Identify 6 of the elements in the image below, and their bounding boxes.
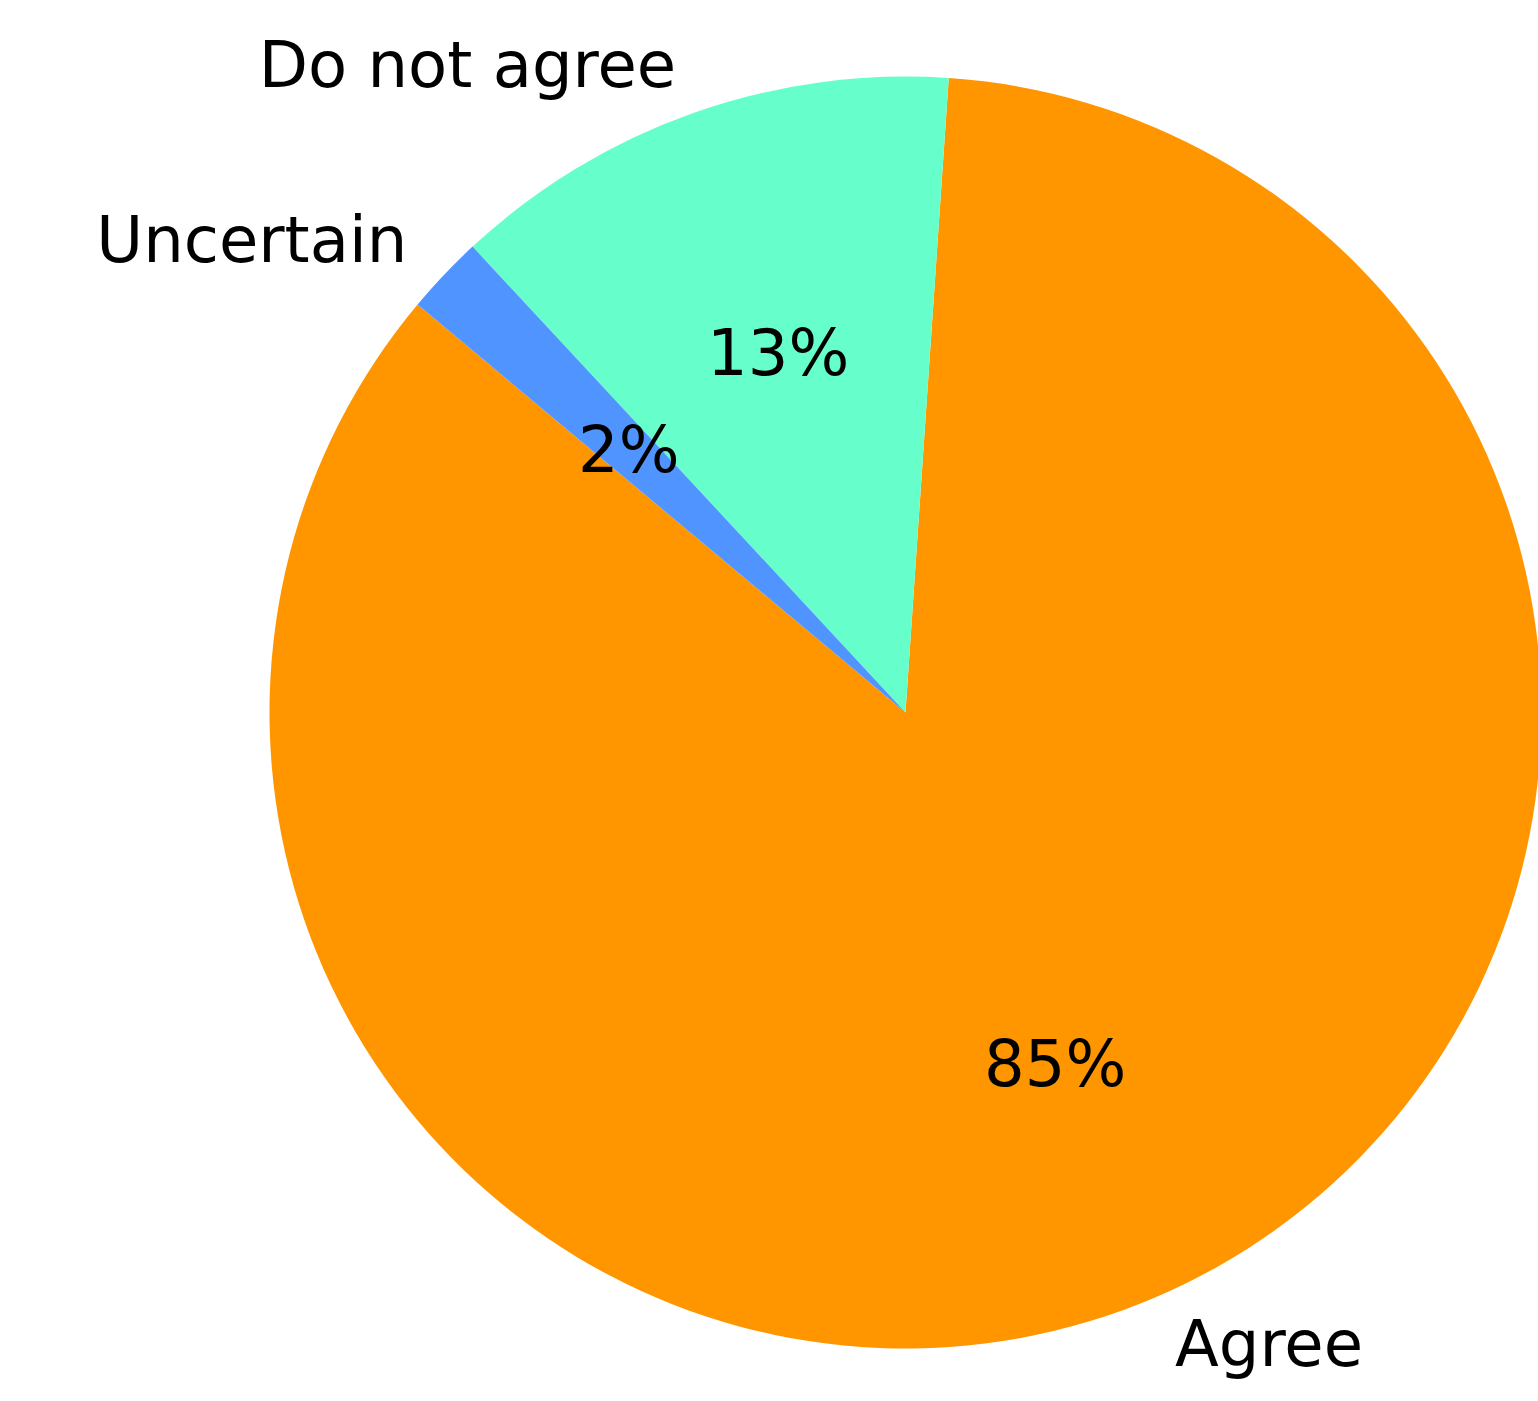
data-label: 13% [706, 315, 850, 390]
slice-label: Uncertain [96, 202, 408, 277]
data-label: 85% [984, 1026, 1127, 1101]
slice-label: Do not agree [258, 28, 677, 103]
data-label: 2% [577, 412, 680, 487]
slice-label: Agree [1174, 1307, 1364, 1382]
